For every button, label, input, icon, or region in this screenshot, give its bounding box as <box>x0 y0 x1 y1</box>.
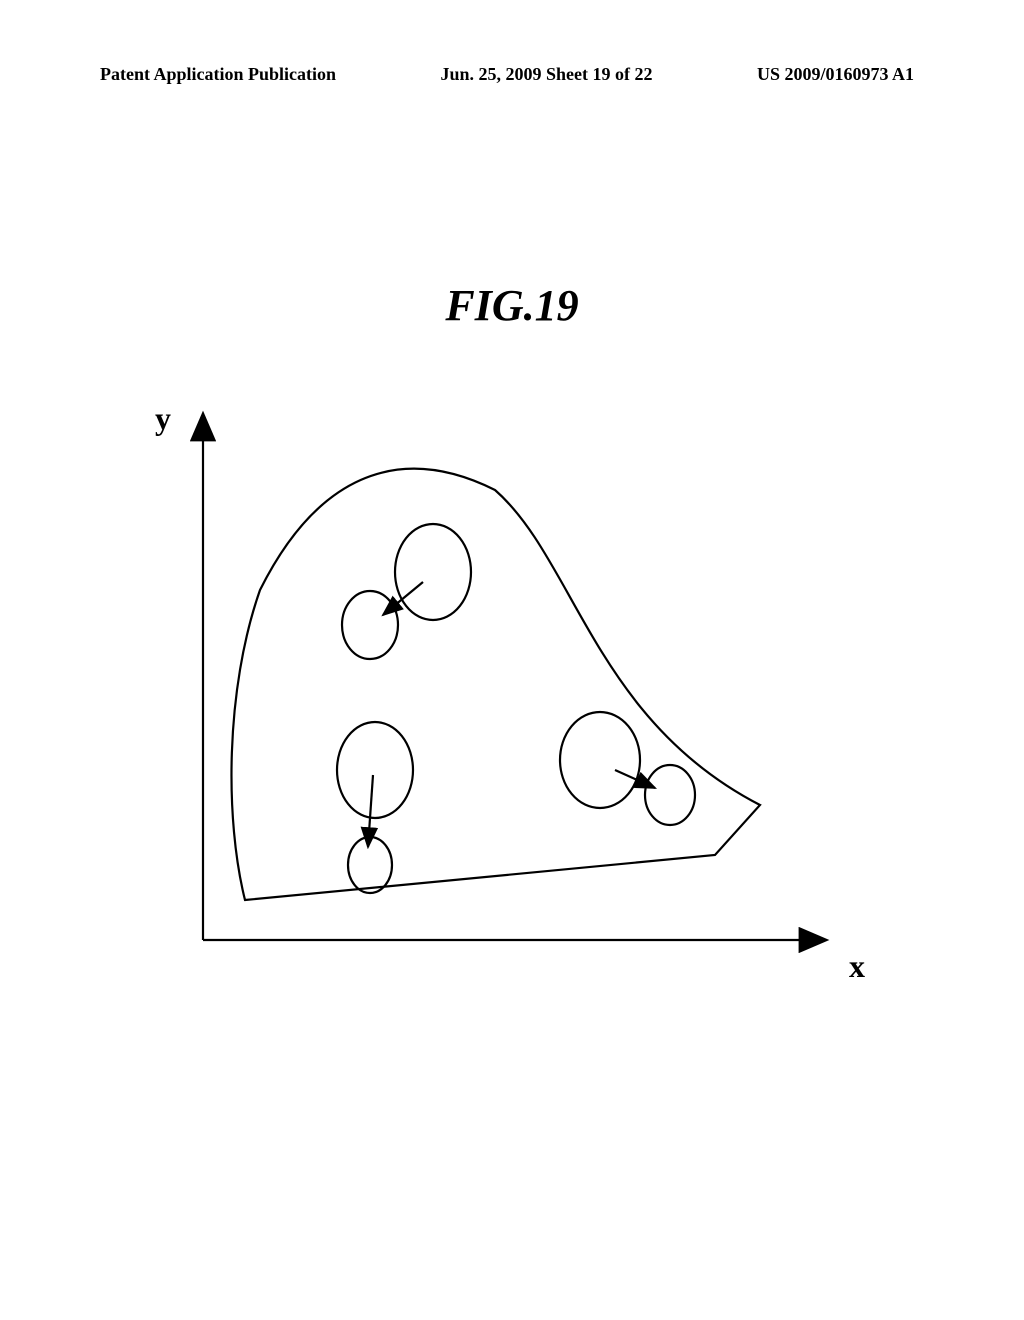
header-center: Jun. 25, 2009 Sheet 19 of 22 <box>440 64 652 85</box>
header-left: Patent Application Publication <box>100 64 336 85</box>
diagram-container: y x <box>145 400 865 980</box>
page-header: Patent Application Publication Jun. 25, … <box>0 64 1024 85</box>
header-right: US 2009/0160973 A1 <box>757 64 914 85</box>
figure-title: FIG.19 <box>0 280 1024 331</box>
diagram-svg <box>145 400 865 980</box>
